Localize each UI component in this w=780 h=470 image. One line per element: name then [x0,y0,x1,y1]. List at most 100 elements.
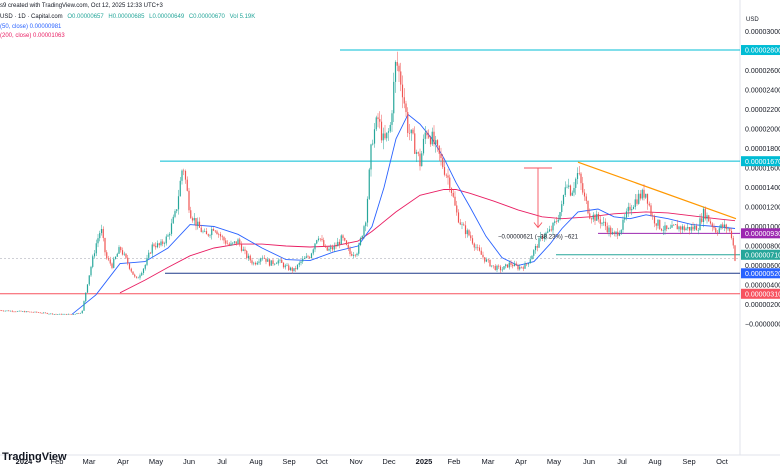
candle-body [575,178,577,188]
candle-body [102,228,104,238]
candle-body [536,246,538,248]
open-value: O0.00000657 [67,14,104,20]
candle-body [678,226,680,230]
candle-body [330,247,332,249]
candle-body [249,255,251,261]
candle-body [652,215,654,217]
candle-body [83,301,85,311]
candle-body [223,237,225,241]
candle-body [529,259,531,264]
candle-body [478,247,481,251]
candle-body [681,226,684,230]
candle-body [79,313,82,314]
candle-body [701,218,703,222]
candle-body [93,253,96,257]
candle-body [695,225,698,231]
candle-body [267,259,269,262]
ma200-line [119,189,736,294]
candle-body [29,311,31,313]
volume-value: Vol 5.19K [229,14,256,20]
candle-body [15,311,17,313]
candle-body [114,256,117,259]
x-tick-label: Dec [382,457,396,466]
candle-body [620,229,622,234]
x-tick-label: 2025 [416,457,433,466]
candle-body [268,259,271,266]
candle-body [228,243,230,246]
candle-body [366,198,369,223]
candle-body [204,231,206,232]
x-tick-label: Sep [682,457,695,466]
candle-body [81,310,83,314]
candle-body [601,222,603,224]
candle-body [219,234,222,237]
candle-body [421,153,423,167]
candle-body [237,239,239,244]
candle-body [513,263,516,267]
candle-body [291,267,293,271]
candle-body [200,227,202,233]
candle-body [694,225,696,230]
candle-body [480,250,482,255]
candle-body [457,212,460,223]
x-tick-label: 2024 [16,457,34,466]
candle-body [277,260,279,264]
candle-body [118,247,120,254]
candle-body [538,238,540,248]
candle-body [1,310,3,311]
candle-body [95,243,97,254]
candle-body [697,230,699,231]
candle-body [293,268,295,271]
candle-body [88,275,90,285]
candle-body [324,246,327,248]
candle-body [256,262,258,265]
candle-body [613,232,615,234]
candle-body [407,112,409,133]
candle-body [673,224,675,226]
candle-body [596,213,598,221]
candle-body [541,235,544,239]
candle-body [606,226,608,233]
x-tick-label: Jul [217,457,227,466]
candle-body [636,199,638,204]
y-tick-label: 0.00002000 [745,127,780,134]
candle-body [482,254,484,258]
candle-body [153,244,155,246]
candle-body [221,236,223,238]
candle-body [585,196,587,201]
candle-body [214,230,216,232]
candle-body [618,233,621,236]
candle-body [310,253,313,259]
candle-body [732,238,734,246]
candle-body [408,132,411,134]
candle-body [379,119,381,122]
candle-body [547,231,549,233]
candle-body [692,226,694,230]
candle-body [393,81,395,114]
candle-body [323,240,325,247]
candle-body [718,228,720,233]
candle-body [389,124,391,132]
candle-body [496,265,498,271]
candle-body [319,238,321,240]
candle-body [281,259,283,263]
candle-body [34,311,36,313]
x-tick-label: Feb [448,457,461,466]
candle-body [391,113,393,125]
candle-body [288,265,290,271]
candle-body [27,311,29,312]
candle-body [251,260,253,264]
y-tick-label: 0.00001200 [745,205,780,212]
candle-body [671,224,673,228]
candle-body [233,241,236,243]
candle-body [459,222,461,225]
price-tag-label: 0.00000310 [745,291,780,298]
candle-body [123,253,125,255]
candle-body [263,257,265,259]
candle-body [431,131,433,145]
candle-body [253,262,255,264]
candle-body [137,277,139,279]
candle-body [365,222,367,227]
y-tick-label: 0.00002400 [745,88,780,95]
